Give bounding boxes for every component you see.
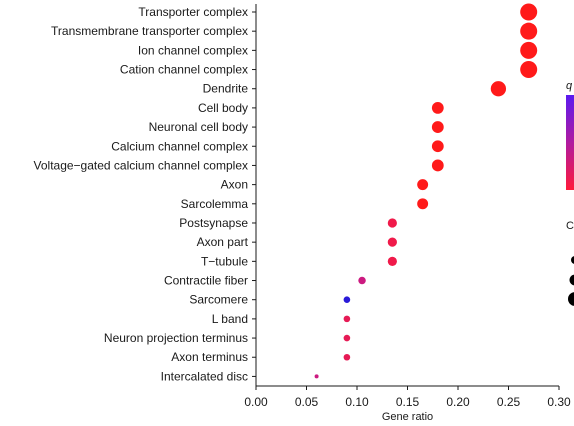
data-point — [417, 179, 429, 191]
y-tick-label: Calcium channel complex — [111, 139, 248, 153]
y-tick-label: Cation channel complex — [120, 63, 248, 77]
y-tick-label: Transporter complex — [138, 5, 248, 19]
y-tick-label: Voltage−gated calcium channel complex — [34, 158, 248, 172]
data-point — [520, 61, 538, 79]
data-point — [314, 374, 319, 379]
x-axis: 0.00 0.05 0.10 0.15 0.20 0.25 0.30 — [244, 385, 571, 409]
x-tick-label: 0.25 — [497, 395, 521, 409]
x-axis-title: Gene ratio — [382, 411, 433, 423]
y-tick-label: L band — [212, 312, 248, 326]
x-tick-label: 0.00 — [244, 395, 268, 409]
size-legend-dot — [568, 292, 574, 306]
y-tick-label: Sarcomere — [189, 293, 248, 307]
data-point — [417, 198, 429, 210]
data-point — [431, 121, 444, 133]
y-tick-label: Neuronal cell body — [149, 120, 248, 134]
data-point — [431, 159, 444, 172]
data-point — [520, 3, 538, 21]
data-point — [343, 315, 351, 323]
y-tick-label: Neuron projection terminus — [104, 331, 248, 345]
legend: q C — [566, 80, 574, 306]
data-point — [431, 140, 444, 153]
size-legend-dot — [569, 274, 574, 286]
data-point — [343, 296, 351, 304]
y-tick-label: T−tubule — [201, 254, 248, 268]
size-legend-title: C — [566, 220, 574, 232]
x-tick-label: 0.30 — [547, 395, 571, 409]
data-point — [520, 22, 538, 40]
y-tick-label: Sarcolemma — [181, 197, 249, 211]
data-point — [387, 237, 397, 247]
data-point — [431, 102, 444, 114]
y-tick-label: Transmembrane transporter complex — [51, 24, 248, 38]
data-point — [387, 256, 397, 266]
y-tick-label: Ion channel complex — [138, 43, 248, 57]
data-point — [358, 276, 366, 285]
y-tick-label: Dendrite — [203, 82, 249, 96]
size-legend-dot — [571, 256, 574, 264]
x-tick-label: 0.10 — [345, 395, 369, 409]
x-tick-label: 0.15 — [396, 395, 420, 409]
y-tick-label: Postsynapse — [179, 216, 248, 230]
y-tick-label: Axon — [221, 178, 248, 192]
data-point — [520, 41, 538, 59]
y-tick-label: Contractile fiber — [164, 274, 248, 288]
data-point — [343, 334, 351, 342]
color-legend-bar — [566, 95, 574, 190]
data-points — [314, 3, 538, 379]
y-tick-label: Intercalated disc — [161, 369, 248, 383]
x-tick-label: 0.05 — [295, 395, 319, 409]
x-tick-label: 0.20 — [446, 395, 470, 409]
y-tick-label: Cell body — [198, 101, 248, 115]
data-point — [490, 81, 507, 97]
data-point — [387, 218, 397, 228]
size-legend-dots — [568, 256, 574, 306]
color-legend-title: q — [566, 80, 573, 92]
y-axis: Transporter complex Transmembrane transpo… — [34, 4, 257, 386]
y-tick-label: Axon terminus — [171, 350, 248, 364]
y-tick-label: Axon part — [197, 235, 249, 249]
data-point — [343, 353, 351, 361]
